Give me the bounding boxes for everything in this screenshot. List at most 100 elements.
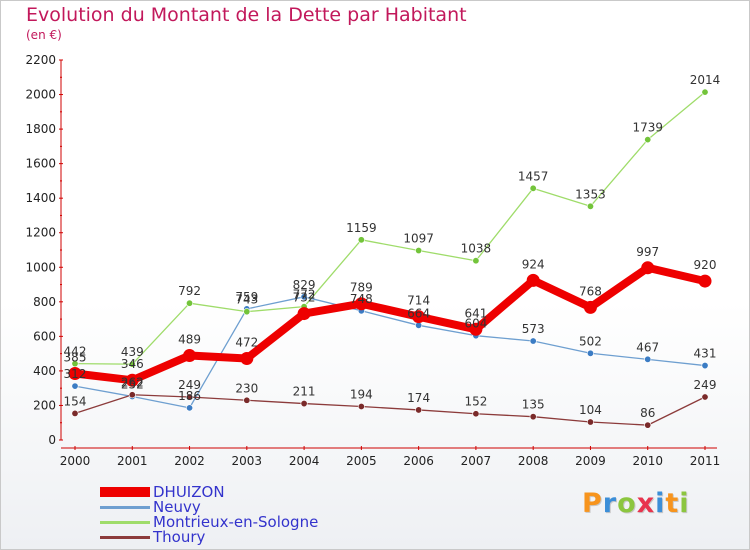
legend-label: DHUIZON <box>153 483 225 501</box>
data-label-thoury: 86 <box>640 406 655 420</box>
data-point-montrieux-en-sologne <box>71 360 79 368</box>
x-tick-label: 2009 <box>575 454 606 468</box>
data-label-thoury: 262 <box>121 376 144 390</box>
data-label-dhuizon: 714 <box>407 294 430 308</box>
legend: DHUIZON Neuvy Montrieux-en-Sologne Thoury <box>100 483 360 546</box>
data-label-thoury: 154 <box>64 394 87 408</box>
chart-axes: 0 200 400 600 800 1000 1200 1400 1600 1800 2000 220… <box>25 53 720 468</box>
data-point-thoury <box>529 413 537 421</box>
y-tick-label: 1600 <box>25 157 56 171</box>
data-point-montrieux-en-sologne <box>243 308 251 316</box>
logo-letter: r <box>602 488 618 519</box>
data-point-dhuizon <box>68 367 82 380</box>
legend-swatch <box>100 521 150 524</box>
y-tick-label: 0 <box>48 433 56 447</box>
data-point-montrieux-en-sologne <box>472 257 480 265</box>
data-label-neuvy: 467 <box>636 340 659 354</box>
data-label-thoury: 104 <box>579 403 602 417</box>
x-tick-label: 2006 <box>403 454 434 468</box>
data-point-neuvy <box>529 337 537 345</box>
x-tick-label: 2007 <box>461 454 492 468</box>
y-tick-label: 1400 <box>25 191 56 205</box>
data-point-thoury <box>186 393 194 401</box>
y-tick-label: 2200 <box>25 53 56 67</box>
data-point-dhuizon <box>240 351 254 365</box>
data-label-montrieux-en-sologne: 792 <box>178 284 201 298</box>
data-point-montrieux-en-sologne <box>701 88 709 96</box>
data-point-montrieux-en-sologne <box>644 136 652 144</box>
legend-item: Thoury <box>100 528 360 546</box>
data-label-montrieux-en-sologne: 2014 <box>690 73 721 87</box>
data-label-montrieux-en-sologne: 1739 <box>632 121 663 135</box>
data-label-neuvy: 829 <box>293 278 316 292</box>
data-label-montrieux-en-sologne: 442 <box>64 345 87 359</box>
data-label-montrieux-en-sologne: 743 <box>235 293 258 307</box>
data-point-montrieux-en-sologne <box>357 236 365 244</box>
data-label-thoury: 194 <box>350 387 373 401</box>
data-point-thoury <box>357 402 365 410</box>
legend-item: Montrieux-en-Sologne <box>100 513 360 531</box>
data-label-dhuizon: 997 <box>636 245 659 259</box>
data-label-neuvy: 312 <box>64 367 87 381</box>
data-label-dhuizon: 346 <box>121 357 144 371</box>
chart-title: Evolution du Montant de la Dette par Hab… <box>26 4 467 26</box>
data-point-dhuizon <box>354 297 368 311</box>
series-line-dhuizon <box>71 263 709 385</box>
x-tick-label: 2001 <box>117 454 148 468</box>
data-label-dhuizon: 789 <box>350 281 373 295</box>
data-point-thoury <box>472 410 480 418</box>
data-label-dhuizon: 768 <box>579 284 602 298</box>
data-point-dhuizon <box>526 273 540 287</box>
data-point-dhuizon <box>583 300 597 314</box>
logo-letter: x <box>636 488 656 519</box>
chart-subtitle: (en €) <box>26 28 62 42</box>
y-tick-label: 200 <box>33 398 56 412</box>
y-tick-label: 400 <box>33 364 56 378</box>
data-label-montrieux-en-sologne: 1038 <box>461 242 492 256</box>
x-tick-label: 2011 <box>690 454 721 468</box>
data-point-montrieux-en-sologne <box>415 247 423 255</box>
data-label-neuvy: 573 <box>522 322 545 336</box>
data-label-montrieux-en-sologne: 1159 <box>346 221 377 235</box>
data-label-dhuizon: 920 <box>694 258 717 272</box>
data-point-dhuizon <box>297 307 311 321</box>
data-point-thoury <box>644 421 652 429</box>
data-label-thoury: 152 <box>464 395 487 409</box>
data-label-neuvy: 186 <box>178 389 201 403</box>
data-label-montrieux-en-sologne: 439 <box>121 345 144 359</box>
y-tick-label: 1800 <box>25 122 56 136</box>
data-label-thoury: 249 <box>694 378 717 392</box>
data-point-dhuizon <box>469 322 483 336</box>
logo-letter: t <box>665 488 680 519</box>
series-layer <box>68 88 712 429</box>
data-point-dhuizon <box>641 261 655 275</box>
x-tick-label: 2004 <box>289 454 320 468</box>
data-label-neuvy: 759 <box>235 290 258 304</box>
data-label-neuvy: 604 <box>464 317 487 331</box>
data-point-thoury <box>243 396 251 404</box>
data-label-thoury: 211 <box>293 385 316 399</box>
data-label-neuvy: 252 <box>121 377 144 391</box>
data-point-montrieux-en-sologne <box>586 202 594 210</box>
logo-letter: i <box>655 488 666 519</box>
data-label-dhuizon: 641 <box>464 306 487 320</box>
data-label-neuvy: 664 <box>407 306 430 320</box>
logo-letter: o <box>617 488 637 519</box>
data-label-dhuizon: 732 <box>293 291 316 305</box>
proxiti-logo: Proxiti <box>582 488 690 519</box>
x-tick-label: 2003 <box>232 454 263 468</box>
data-point-dhuizon <box>412 310 426 324</box>
legend-label: Thoury <box>153 528 206 546</box>
data-point-montrieux-en-sologne <box>529 184 537 192</box>
legend-swatch <box>100 506 150 509</box>
legend-label: Neuvy <box>153 498 201 516</box>
logo-letter: P <box>582 488 603 519</box>
legend-label: Montrieux-en-Sologne <box>153 513 319 531</box>
data-label-montrieux-en-sologne: 1457 <box>518 169 549 183</box>
data-point-dhuizon <box>698 274 712 288</box>
x-tick-label: 2008 <box>518 454 549 468</box>
legend-swatch <box>100 536 150 539</box>
x-tick-label: 2010 <box>632 454 663 468</box>
y-tick-label: 1200 <box>25 226 56 240</box>
